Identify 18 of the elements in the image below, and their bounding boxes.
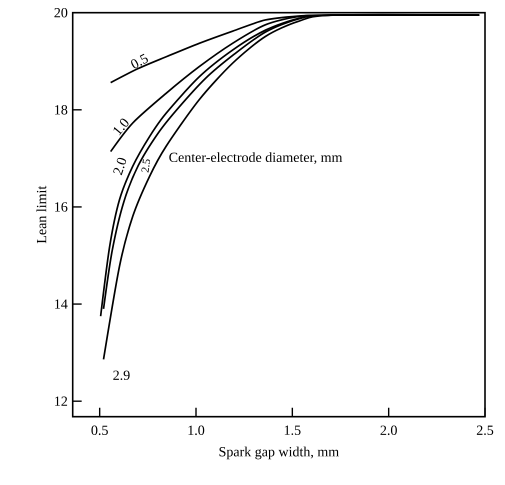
x-tick-label: 2.0 [380, 426, 397, 436]
legend-title: Center-electrode diameter, mm [169, 152, 342, 164]
y-tick-label: 16 [55, 202, 68, 212]
x-tick-label: 1.0 [188, 426, 204, 436]
y-tick-label: 12 [55, 396, 68, 406]
y-axis-title: Lean limit [36, 186, 46, 244]
text: 0.5 [131, 54, 148, 68]
text: 2.0 [113, 158, 126, 176]
text: 1.0 [114, 118, 128, 136]
y-tick-label: 20 [54, 8, 68, 18]
x-tick-label: 1.5 [284, 426, 301, 435]
text: 2.5 [141, 159, 150, 172]
series-label: 2.9 [113, 370, 130, 380]
x-axis-title: Spark gap width, mm [220, 446, 339, 460]
y-tick-label: 18 [55, 105, 68, 115]
y-tick-label: 14 [55, 299, 68, 309]
x-tick-label: 2.5 [476, 426, 494, 436]
x-tick-label: 0.5 [91, 426, 108, 436]
